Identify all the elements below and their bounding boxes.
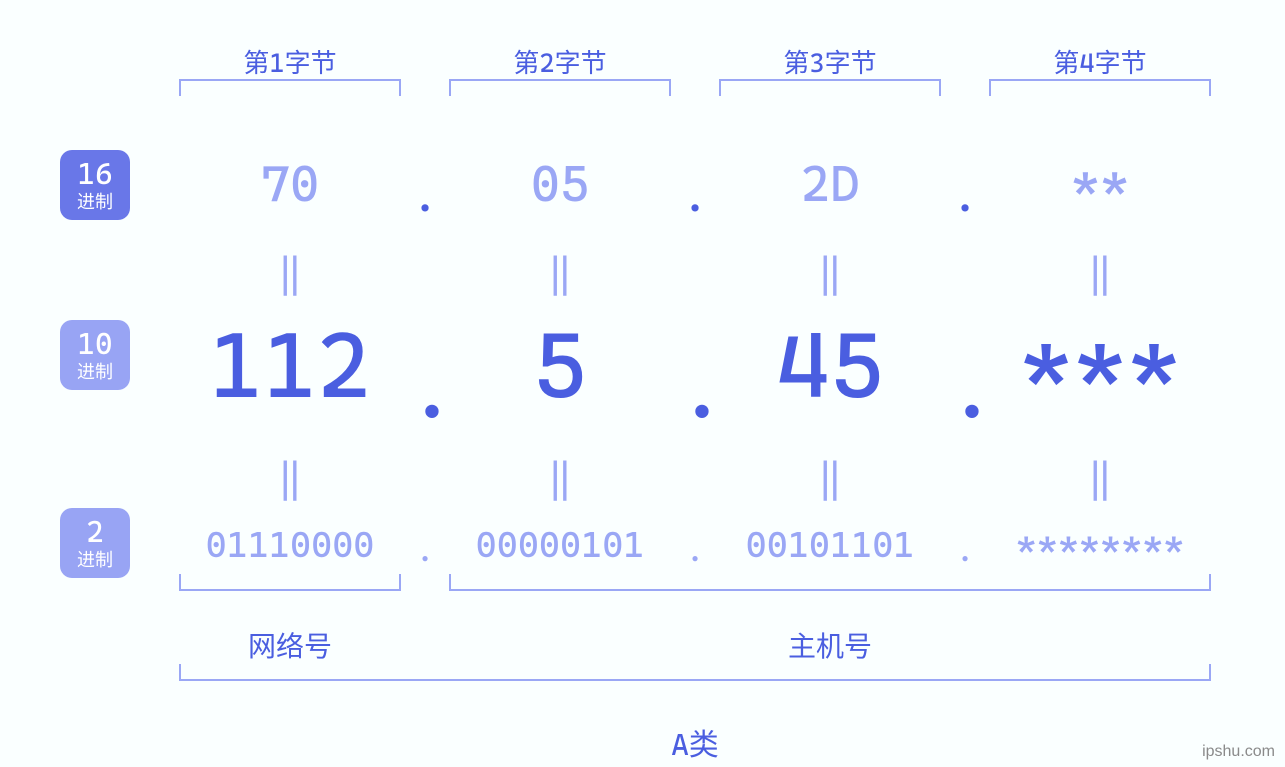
network-bracket (180, 574, 400, 592)
byte-bracket-2 (450, 80, 670, 98)
base-badge-word-dec: 进制 (60, 363, 130, 383)
class-bracket (180, 664, 1210, 682)
bin-dot-2: . (675, 529, 715, 570)
hex-dec-eq-1: ‖ (260, 250, 320, 296)
byte-title-3: 第3字节 (730, 43, 930, 80)
hex-byte-4: ** (980, 155, 1220, 213)
dec-bin-eq-3: ‖ (800, 455, 860, 501)
dec-byte-2: 5 (440, 320, 680, 412)
host-label: 主机号 (680, 625, 980, 665)
class-label: A类 (595, 720, 795, 764)
dec-dot-3: . (945, 340, 985, 432)
dec-dot-1: . (405, 340, 445, 432)
base-badge-dec: 10进制 (60, 320, 130, 390)
dec-byte-1: 112 (170, 320, 410, 412)
byte-bracket-4 (990, 80, 1210, 98)
hex-byte-2: 05 (440, 155, 680, 213)
bin-byte-4: ******** (980, 525, 1220, 566)
base-badge-num-bin: 2 (60, 516, 130, 549)
hex-dot-2: . (675, 165, 715, 223)
dec-bin-eq-4: ‖ (1070, 455, 1130, 501)
host-bracket (450, 574, 1210, 592)
network-label: 网络号 (190, 625, 390, 665)
byte-title-4: 第4字节 (1000, 43, 1200, 80)
base-badge-bin: 2进制 (60, 508, 130, 578)
byte-bracket-3 (720, 80, 940, 98)
bin-byte-2: 00000101 (440, 525, 680, 566)
bin-byte-1: 01110000 (170, 525, 410, 566)
base-badge-word-bin: 进制 (60, 551, 130, 571)
hex-dot-1: . (405, 165, 445, 223)
hex-dec-eq-4: ‖ (1070, 250, 1130, 296)
hex-dot-3: . (945, 165, 985, 223)
hex-byte-3: 2D (710, 155, 950, 213)
dec-bin-eq-2: ‖ (530, 455, 590, 501)
dec-byte-4: *** (980, 320, 1220, 412)
dec-bin-eq-1: ‖ (260, 455, 320, 501)
bin-dot-1: . (405, 529, 445, 570)
dec-byte-3: 45 (710, 320, 950, 412)
bin-dot-3: . (945, 529, 985, 570)
byte-title-2: 第2字节 (460, 43, 660, 80)
dec-dot-2: . (675, 340, 715, 432)
hex-dec-eq-3: ‖ (800, 250, 860, 296)
byte-bracket-1 (180, 80, 400, 98)
base-badge-num-hex: 16 (60, 158, 130, 191)
bin-byte-3: 00101101 (710, 525, 950, 566)
base-badge-num-dec: 10 (60, 328, 130, 361)
hex-dec-eq-2: ‖ (530, 250, 590, 296)
byte-title-1: 第1字节 (190, 43, 390, 80)
base-badge-word-hex: 进制 (60, 193, 130, 213)
hex-byte-1: 70 (170, 155, 410, 213)
watermark: ipshu.com (1202, 743, 1275, 761)
base-badge-hex: 16进制 (60, 150, 130, 220)
